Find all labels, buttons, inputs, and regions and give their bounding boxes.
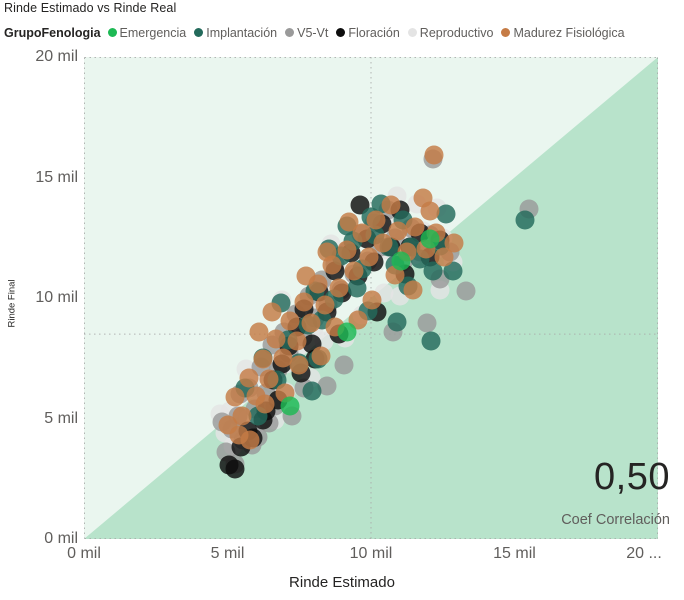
scatter-point[interactable]: [337, 240, 357, 260]
legend-item-1[interactable]: Implantación: [194, 26, 277, 40]
scatter-point[interactable]: [444, 233, 464, 253]
legend-item-3[interactable]: Floración: [336, 25, 400, 40]
scatter-point[interactable]: [296, 266, 316, 286]
legend-items: Emergencia Implantación V5-Vt Floración Repr…: [107, 25, 633, 40]
legend-item-label: Emergencia: [119, 25, 187, 40]
scatter-point[interactable]: [259, 369, 279, 389]
x-tick-label: 20 ...: [626, 545, 662, 562]
scatter-point[interactable]: [329, 278, 349, 298]
scatter-point[interactable]: [434, 247, 454, 267]
scatter-point[interactable]: [420, 229, 440, 249]
legend-color-dot-icon: [194, 28, 204, 37]
scatter-point[interactable]: [403, 280, 423, 300]
legend-color-dot-icon: [285, 28, 295, 37]
y-tick-label: 5 mil: [44, 409, 78, 427]
scatter-point[interactable]: [315, 295, 335, 315]
scatter-point[interactable]: [436, 204, 456, 224]
scatter-point[interactable]: [317, 376, 336, 396]
scatter-point[interactable]: [280, 396, 300, 416]
legend-item-label: Madurez Fisiológica: [513, 25, 625, 40]
correlation-caption: Coef Correlación: [561, 512, 670, 528]
scatter-point[interactable]: [280, 311, 300, 331]
scatter-point[interactable]: [302, 381, 322, 401]
scatter-point[interactable]: [417, 313, 437, 333]
legend-item-label: Implantación: [206, 25, 278, 40]
scatter-point[interactable]: [423, 261, 443, 281]
legend-color-dot-icon: [501, 28, 511, 37]
plot-area: [84, 57, 658, 539]
scatter-point[interactable]: [373, 233, 393, 253]
scatter-point[interactable]: [456, 281, 476, 301]
scatter-point[interactable]: [359, 247, 379, 267]
scatter-point[interactable]: [225, 459, 245, 479]
scatter-point[interactable]: [311, 346, 331, 366]
scatter-point[interactable]: [253, 349, 272, 369]
legend-item-4[interactable]: Reproductivo: [407, 25, 494, 40]
scatter-point[interactable]: [385, 265, 405, 285]
legend-color-dot-icon: [107, 28, 117, 37]
y-tick-label: 10 mil: [35, 289, 78, 306]
page-title: Rinde Estimado vs Rinde Real: [4, 1, 177, 15]
y-axis-title: Rinde Final: [6, 279, 18, 328]
scatter-point[interactable]: [317, 242, 336, 262]
scatter-point[interactable]: [337, 322, 357, 342]
scatter-point[interactable]: [240, 430, 260, 450]
scatter-point[interactable]: [294, 292, 314, 312]
scatter-point[interactable]: [287, 331, 307, 351]
scatter-point[interactable]: [301, 313, 321, 333]
scatter-point[interactable]: [273, 348, 293, 368]
scatter-point[interactable]: [420, 201, 440, 221]
scatter-point[interactable]: [443, 261, 463, 281]
scatter-point[interactable]: [262, 302, 282, 322]
y-tick-label: 20 mil: [35, 48, 78, 65]
scatter-point[interactable]: [225, 387, 245, 407]
scatter-point[interactable]: [405, 217, 425, 237]
legend-item-label: Reproductivo: [419, 25, 494, 40]
scatter-point[interactable]: [391, 251, 411, 271]
scatter-point[interactable]: [352, 223, 372, 243]
scatter-point[interactable]: [289, 355, 309, 375]
y-axis-tick-labels: 0 mil 5 mil 10 mil 15 mil 20 mil: [0, 0, 78, 600]
scatter-point[interactable]: [515, 210, 535, 230]
legend-item-label: V5-Vt: [297, 25, 329, 40]
x-tick-label: 5 mil: [210, 545, 245, 562]
data-markers: [84, 57, 658, 539]
legend-color-dot-icon: [336, 28, 346, 37]
x-axis-title: Rinde Estimado: [289, 574, 395, 591]
legend: GrupoFenologia Emergencia Implantación V5-…: [4, 24, 633, 41]
scatter-point[interactable]: [381, 195, 401, 215]
scatter-point[interactable]: [388, 221, 408, 241]
scatter-point[interactable]: [232, 406, 252, 426]
scatter-point[interactable]: [339, 212, 359, 232]
legend-item-2[interactable]: V5-Vt: [285, 26, 328, 40]
scatter-point[interactable]: [239, 368, 259, 388]
legend-item-5[interactable]: Madurez Fisiológica: [501, 25, 625, 40]
scatter-point[interactable]: [266, 329, 286, 349]
legend-item-0[interactable]: Emergencia: [107, 25, 187, 40]
scatter-point[interactable]: [344, 261, 364, 281]
scatter-point[interactable]: [334, 355, 354, 375]
y-tick-label: 0 mil: [44, 530, 78, 547]
x-tick-label: 15 mil: [493, 545, 536, 562]
legend-color-dot-icon: [407, 28, 417, 37]
scatter-point[interactable]: [421, 331, 441, 351]
scatter-point[interactable]: [366, 210, 386, 230]
scatter-point[interactable]: [424, 145, 444, 165]
legend-title: GrupoFenologia: [4, 25, 101, 40]
legend-item-label: Floración: [348, 25, 400, 40]
scatter-point[interactable]: [387, 312, 407, 332]
scatter-point[interactable]: [347, 278, 367, 298]
x-tick-label: 0 mil: [67, 545, 101, 562]
correlation-value: 0,50: [594, 456, 670, 498]
x-tick-label: 10 mil: [349, 545, 393, 562]
y-tick-label: 15 mil: [35, 168, 78, 186]
scatter-point[interactable]: [255, 394, 275, 414]
scatter-point[interactable]: [362, 290, 382, 310]
scatter-point[interactable]: [249, 322, 269, 342]
